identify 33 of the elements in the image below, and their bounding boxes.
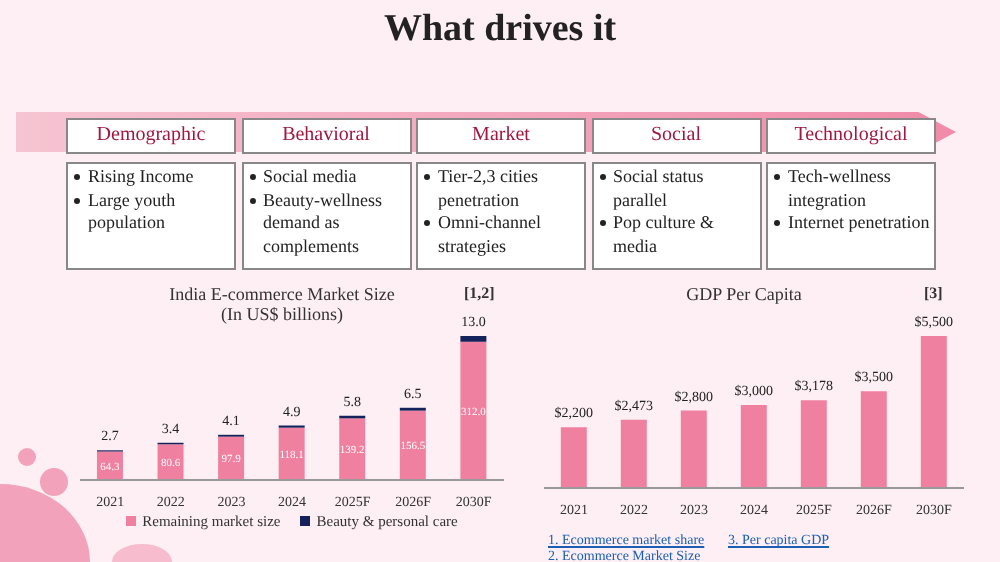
text: Omni-channel strategies: [438, 212, 541, 255]
bar: [860, 391, 887, 488]
bar: [460, 341, 487, 480]
text: Social media: [263, 166, 357, 186]
text: Rising Income: [88, 166, 194, 186]
bar: [920, 336, 947, 488]
text: Pop culture & media: [613, 212, 714, 255]
bar: [620, 419, 647, 488]
chart-title: GDP Per Capita: [686, 284, 802, 304]
category-label: Market: [416, 118, 586, 154]
text: [3]: [924, 284, 943, 302]
text: Internet penetration: [788, 212, 930, 232]
category-label: Technological: [766, 118, 936, 154]
bar: [399, 410, 426, 480]
text: Tier-2,3 cities penetration: [438, 166, 538, 209]
chart-subtitle: (In US$ billions): [220, 304, 343, 324]
bar: [800, 400, 827, 488]
chart-title: India E-commerce Market Size: [169, 284, 395, 304]
bar: [680, 410, 707, 488]
category-label: Demographic: [66, 118, 236, 154]
text: [1,2]: [464, 284, 495, 302]
bar: [560, 427, 587, 488]
text: Beauty-wellness demand as complements: [263, 189, 382, 255]
text: Tech-wellness integration: [788, 166, 891, 209]
text: Large youth population: [88, 189, 176, 232]
bar: [278, 427, 305, 480]
bar: [460, 336, 487, 342]
text: What drives it: [381, 8, 619, 52]
bar: [339, 418, 366, 480]
text: Social status parallel: [613, 166, 704, 209]
category-label: Behavioral: [241, 118, 411, 154]
category-label: Social: [591, 118, 761, 154]
bar: [740, 405, 767, 488]
